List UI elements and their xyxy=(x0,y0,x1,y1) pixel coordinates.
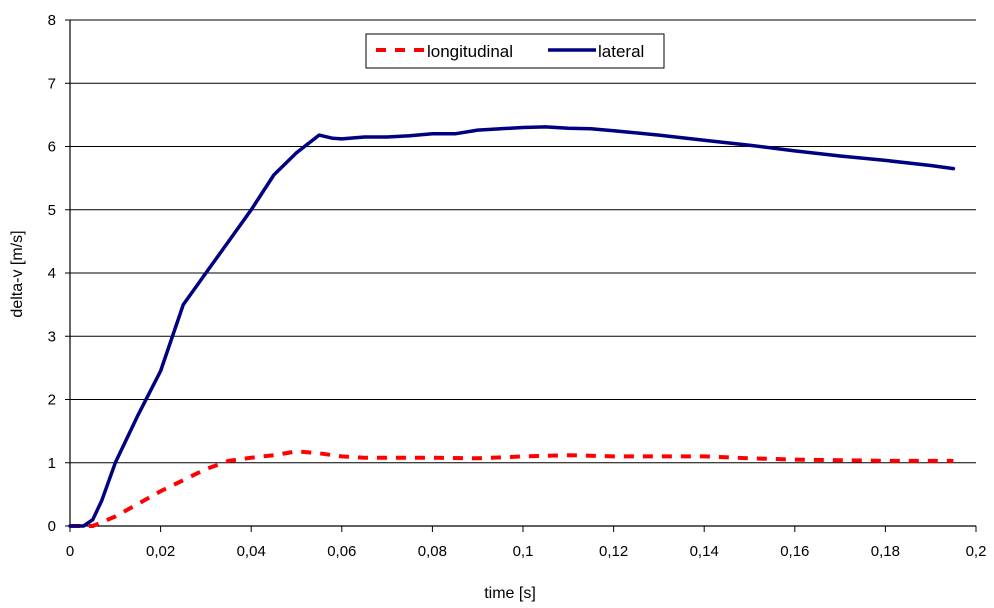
series-line-lateral xyxy=(68,125,956,528)
y-tick-label: 1 xyxy=(48,455,56,472)
x-tick-label: 0,18 xyxy=(871,543,900,560)
y-tick-label: 0 xyxy=(48,518,56,535)
y-tick-label: 7 xyxy=(48,75,56,92)
series-line-longitudinal xyxy=(70,449,954,528)
gridlines xyxy=(70,19,976,464)
x-tick-label: 0,16 xyxy=(780,543,809,560)
x-tick-label: 0,12 xyxy=(599,543,628,560)
y-tick-label: 6 xyxy=(48,139,56,156)
y-tick-label: 4 xyxy=(48,265,56,282)
x-tick-label: 0,02 xyxy=(146,543,175,560)
series-lines xyxy=(68,125,956,528)
x-tick-label: 0,14 xyxy=(690,543,719,560)
y-axis-title: delta-v [m/s] xyxy=(9,230,26,317)
x-tick-label: 0,08 xyxy=(418,543,447,560)
y-tick-label: 2 xyxy=(48,392,56,409)
legend-label-longitudinal: longitudinal xyxy=(427,42,513,61)
x-tick-label: 0,06 xyxy=(327,543,356,560)
y-tick-label: 3 xyxy=(48,328,56,345)
legend-label-lateral: lateral xyxy=(598,42,644,61)
x-tick-label: 0,04 xyxy=(237,543,266,560)
x-tick-label: 0 xyxy=(66,543,74,560)
y-tick-label: 8 xyxy=(48,12,56,29)
legend: longitudinal lateral xyxy=(365,33,665,69)
y-tick-label: 5 xyxy=(48,202,56,219)
x-axis-title: time [s] xyxy=(484,585,536,602)
x-tick-label: 0,1 xyxy=(513,543,534,560)
axis-ticks: 0 1 2 3 4 5 6 7 8 0 0,02 0,04 0,06 0,08 0,1 0,12 0,14 0,1… xyxy=(48,12,987,560)
x-tick-label: 0,2 xyxy=(966,543,987,560)
